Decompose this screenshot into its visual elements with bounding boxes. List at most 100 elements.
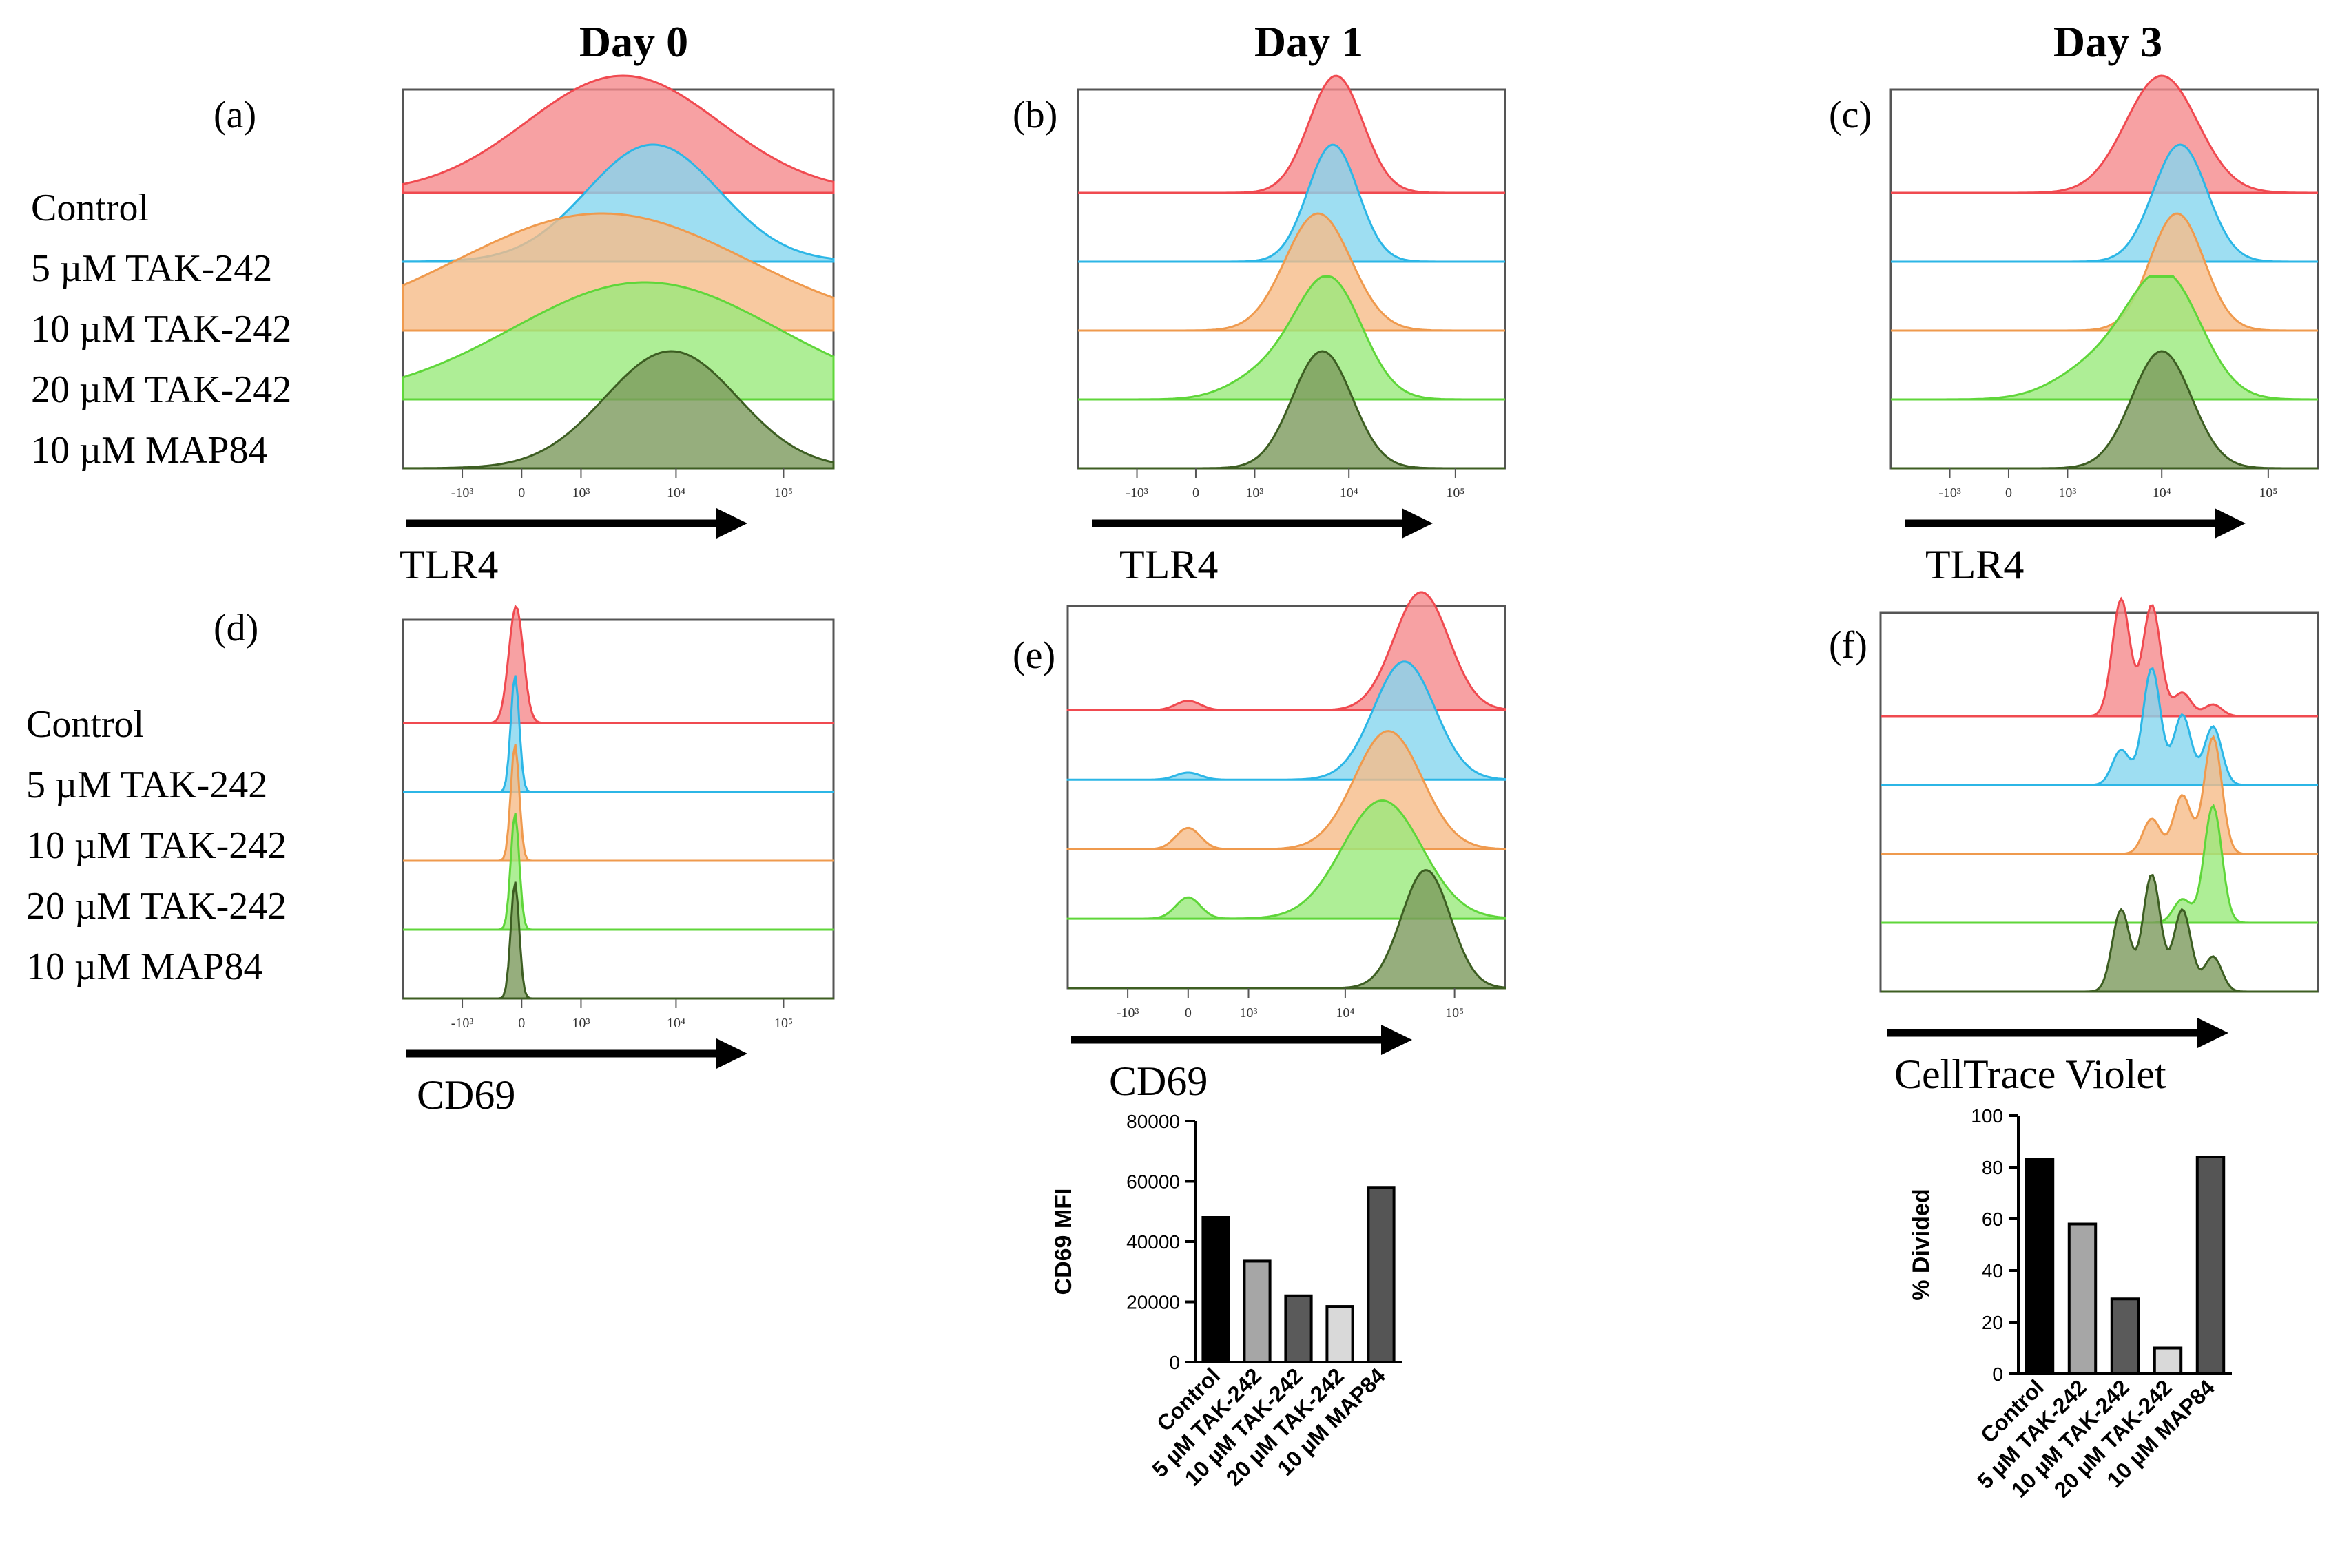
axis-label-f: CellTrace Violet [1894,1052,2166,1097]
y-tick-label-e-bar: 20000 [1126,1292,1180,1313]
x-tick-label-a: 10³ [572,485,590,501]
arrow-head-icon [716,508,747,539]
histogram-control-a [402,74,835,194]
bar-5-um-tak-242-e-bar [1243,1259,1272,1363]
histogram-5-um-tak-242-f [1881,667,2318,786]
x-tick-label-e: 10⁵ [1445,1005,1464,1021]
histogram-control-e [1066,591,1506,711]
bar-10-um-map84-f-bar [2195,1156,2226,1375]
legend-label-20-um-tak-242: 20 µM TAK-242 [31,368,291,411]
histogram-10-um-map84-d [403,881,834,1000]
y-tick-label-f-bar: 100 [1971,1105,2003,1127]
legend-label-5-um-tak-242: 5 µM TAK-242 [26,764,267,806]
panel-label-e: (e) [1013,634,1055,677]
histogram-control-f [1881,596,2318,718]
histogram-20-um-tak-242-a [402,281,835,401]
panel-label-f: (f) [1829,624,1867,667]
x-tick-label-b: 10⁴ [1340,485,1358,501]
x-tick-label-a: -10³ [451,485,474,501]
day-3-header: Day 3 [2053,17,2162,66]
legend-label-10-um-map84: 10 µM MAP84 [31,429,267,472]
histogram-10-um-map84-e [1068,869,1506,990]
bar-10-um-tak-242-e-bar [1284,1294,1313,1363]
legend-label-control: Control [31,187,149,229]
y-tick-label-f-bar: 80 [1982,1157,2003,1178]
x-tick-label-d: -10³ [451,1016,474,1031]
x-tick-label-c: 10⁴ [2153,485,2171,501]
y-axis-label-f-bar: % Divided [1908,1189,1934,1300]
x-tick-label-c: 10³ [2058,485,2076,501]
legend-label-10-um-map84: 10 µM MAP84 [26,945,262,988]
panel-d: (d) -10³ 0 10³ 10⁴ 10⁵ CD69 Control 5 µM TAK-242… [26,604,835,1118]
y-tick-label-e-bar: 80000 [1126,1111,1180,1132]
histogram-20-um-tak-242-d [403,813,834,931]
histogram-control-d [403,604,834,724]
x-tick-label-e: 10³ [1240,1005,1258,1021]
histogram-control-b [1078,74,1505,194]
x-tick-label-e: 10⁴ [1336,1005,1354,1021]
histogram-10-um-map84-a [402,350,835,470]
x-tick-label-d: 10³ [572,1016,590,1031]
x-tick-label-c: -10³ [1938,485,1961,501]
axis-label-b: TLR4 [1119,542,1218,587]
panel-a: (a) -10³ 0 10³ 10⁴ 10⁵ TLR4 Control 5 µM TAK-242… [31,74,835,587]
panel-label-c: (c) [1829,94,1872,136]
bar-20-um-tak-242-e-bar [1325,1305,1354,1363]
bar-20-um-tak-242-f-bar [2153,1346,2183,1375]
panel-label-a: (a) [214,94,256,136]
legend-label-control: Control [26,703,144,746]
bar-10-um-map84-e-bar [1367,1186,1396,1363]
legend-label-20-um-tak-242: 20 µM TAK-242 [26,885,287,928]
x-tick-label-b: 10³ [1245,485,1263,501]
day-0-header: Day 0 [579,17,688,66]
axis-label-e: CD69 [1109,1058,1208,1104]
panel-b: (b) -10³ 0 10³ 10⁴ 10⁵ TLR4 [1013,74,1506,587]
histogram-control-c [1891,74,2318,194]
plot-frame-d [402,618,835,1000]
x-tick-label-e: 0 [1185,1005,1192,1021]
x-tick-label-b: 0 [1192,485,1199,501]
legend-label-10-um-tak-242: 10 µM TAK-242 [26,824,287,867]
axis-label-d: CD69 [417,1072,515,1118]
legend-label-5-um-tak-242: 5 µM TAK-242 [31,247,272,290]
panel-e: (e) -10³ 0 10³ 10⁴ 10⁵ CD69 [1013,591,1506,1104]
panel-c: (c) -10³ 0 10³ 10⁴ 10⁵ TLR4 [1829,74,2319,587]
x-tick-label-d: 0 [518,1016,525,1031]
arrow-head-icon [1381,1025,1412,1055]
arrow-head-icon [2215,508,2246,539]
histogram-20-um-tak-242-c [1891,275,2318,401]
bar-10-um-tak-242-f-bar [2110,1297,2140,1375]
x-tick-label-e: -10³ [1117,1005,1139,1021]
y-tick-label-e-bar: 60000 [1126,1171,1180,1193]
y-tick-label-f-bar: 0 [1992,1363,2003,1385]
x-tick-label-b: 10⁵ [1446,485,1464,501]
histogram-10-um-map84-f [1881,873,2318,993]
y-tick-label-f-bar: 40 [1982,1260,2003,1282]
axis-label-a: TLR4 [400,542,498,587]
x-tick-label-a: 0 [518,485,525,501]
arrow-head-icon [1402,508,1433,539]
histogram-10-um-tak-242-d [403,744,834,862]
y-tick-label-f-bar: 20 [1982,1312,2003,1333]
panel-label-b: (b) [1013,94,1057,136]
histogram-10-um-tak-242-c [1891,212,2318,332]
histogram-10-um-tak-242-f [1881,735,2318,855]
bar-5-um-tak-242-f-bar [2067,1222,2098,1375]
y-tick-label-e-bar: 0 [1169,1352,1180,1373]
plot-frame-c [1889,88,2319,470]
arrow-head-icon [2197,1018,2228,1048]
x-tick-label-c: 0 [2005,485,2012,501]
x-tick-label-d: 10⁵ [774,1016,793,1031]
x-tick-label-a: 10⁵ [774,485,793,501]
x-tick-label-c: 10⁵ [2259,485,2277,501]
x-tick-label-d: 10⁴ [667,1016,685,1031]
y-tick-label-f-bar: 60 [1982,1209,2003,1230]
day-1-header: Day 1 [1254,17,1363,66]
axis-label-c: TLR4 [1925,542,2024,587]
y-axis-label-e-bar: CD69 MFI [1050,1189,1077,1295]
arrow-head-icon [716,1038,747,1069]
bar-control-e-bar [1201,1216,1230,1363]
